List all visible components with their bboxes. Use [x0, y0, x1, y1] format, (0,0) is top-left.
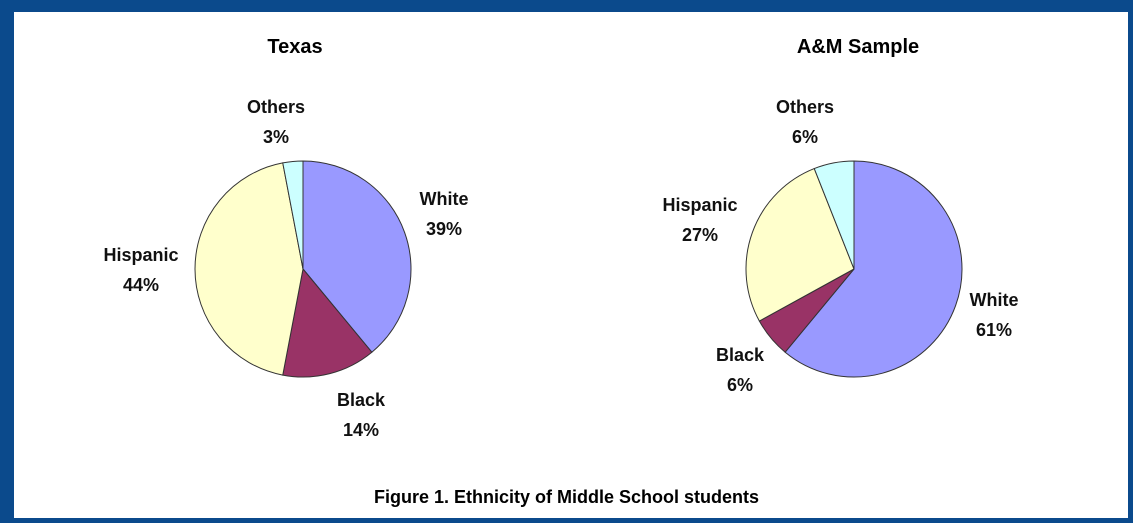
slice-label-black: Black 6% [670, 340, 810, 400]
slice-label-name: Black [715, 345, 765, 365]
slice-label-hispanic: Hispanic 44% [71, 240, 211, 300]
chart-title-am-sample: A&M Sample [796, 36, 920, 58]
slice-label-percent: 61% [975, 320, 1013, 340]
figure-caption: Figure 1. Ethnicity of Middle School stu… [373, 487, 760, 507]
slice-label-name: Hispanic [662, 195, 738, 215]
pie-slice-white [784, 160, 963, 378]
pie-chart-texas [194, 160, 412, 378]
slice-label-percent: 44% [122, 275, 160, 295]
slice-label-percent: 14% [342, 420, 380, 440]
pie-slice-hispanic [194, 162, 304, 376]
slice-label-name: White [419, 189, 469, 209]
slice-label-name: Others [775, 97, 835, 117]
slice-label-percent: 3% [262, 127, 289, 147]
slice-label-name: Others [246, 97, 306, 117]
pie-slice-others [282, 160, 304, 270]
slice-label-name: Black [336, 390, 386, 410]
slice-label-percent: 27% [681, 225, 719, 245]
pie-slice-white [302, 160, 412, 353]
slice-label-percent: 6% [726, 375, 753, 395]
slice-label-white: White 39% [374, 184, 514, 244]
pie-slice-hispanic [745, 167, 855, 322]
slice-label-white: White 61% [924, 285, 1064, 345]
chart-title-texas: Texas [267, 36, 323, 58]
slice-label-hispanic: Hispanic 27% [630, 190, 770, 250]
pie-chart-am-sample [745, 160, 963, 378]
slice-label-percent: 6% [791, 127, 818, 147]
slice-label-name: Hispanic [103, 245, 179, 265]
slice-label-percent: 39% [425, 219, 463, 239]
pie-slice-black [282, 267, 373, 378]
pie-slice-others [813, 160, 855, 270]
slice-label-name: White [969, 290, 1019, 310]
slice-label-others: Others 3% [206, 92, 346, 152]
slice-label-others: Others 6% [735, 92, 875, 152]
slice-label-black: Black 14% [291, 385, 431, 445]
